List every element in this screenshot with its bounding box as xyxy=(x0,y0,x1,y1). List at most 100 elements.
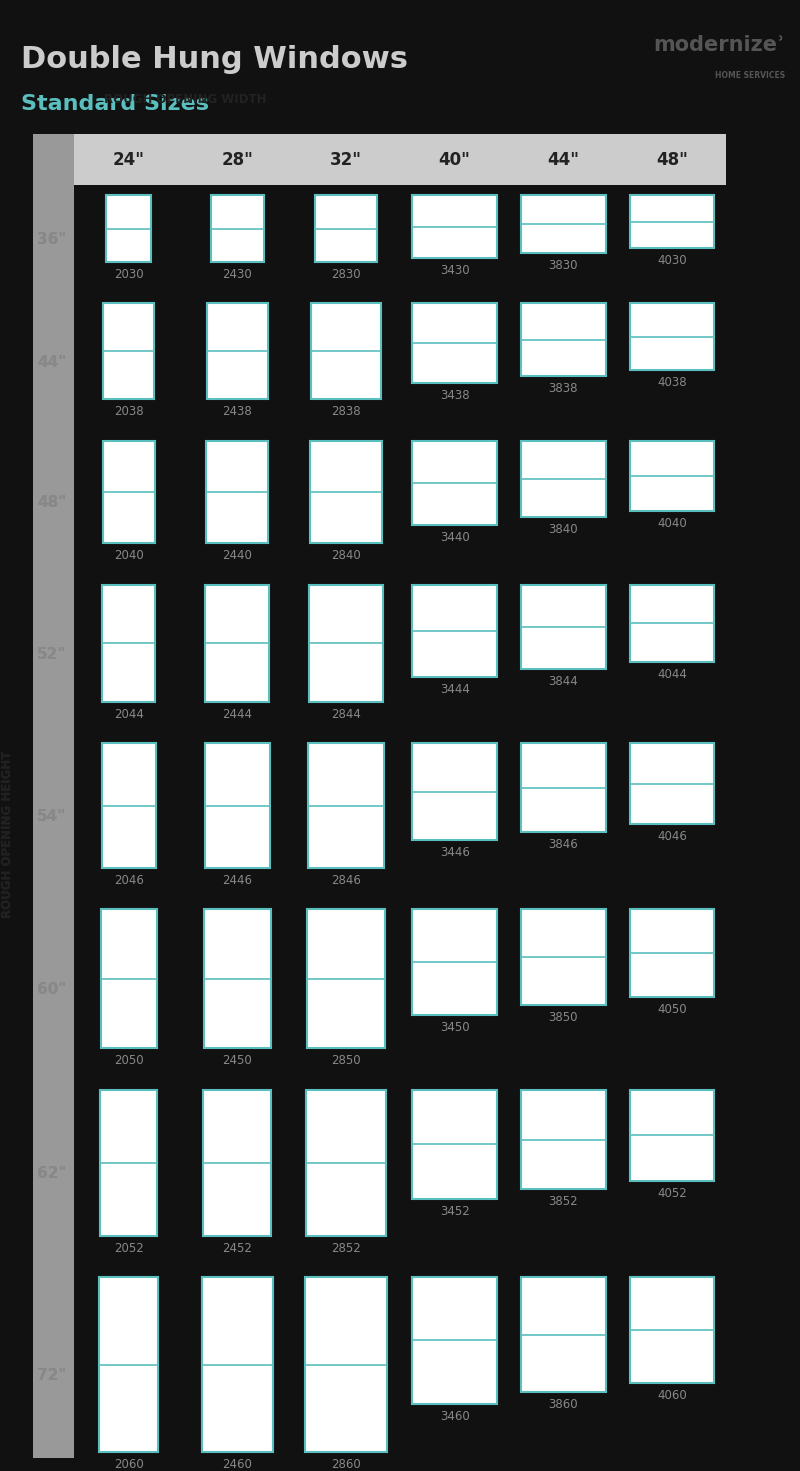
Bar xyxy=(521,1090,606,1189)
Bar xyxy=(630,440,714,510)
Bar xyxy=(307,909,385,1049)
Text: 4030: 4030 xyxy=(657,254,686,266)
Bar xyxy=(101,909,157,1049)
Text: Double Hung Windows: Double Hung Windows xyxy=(21,44,407,74)
Text: ROUGH OPENING HEIGHT: ROUGH OPENING HEIGHT xyxy=(1,750,14,918)
Text: HOME SERVICES: HOME SERVICES xyxy=(715,72,785,81)
Text: 52": 52" xyxy=(37,647,66,662)
Text: 48": 48" xyxy=(656,150,688,169)
Text: 36": 36" xyxy=(37,232,66,247)
Text: 3450: 3450 xyxy=(440,1021,470,1034)
Text: 2460: 2460 xyxy=(222,1458,252,1471)
Bar xyxy=(314,196,378,262)
Text: 48": 48" xyxy=(37,496,66,510)
Bar xyxy=(204,909,271,1049)
Bar xyxy=(101,1090,157,1236)
Bar xyxy=(305,1277,387,1452)
Text: 2450: 2450 xyxy=(222,1055,252,1066)
Bar xyxy=(412,303,497,384)
Text: 2860: 2860 xyxy=(331,1458,361,1471)
Text: modernizeʾ: modernizeʾ xyxy=(654,35,785,54)
Text: 3840: 3840 xyxy=(549,524,578,535)
Text: 62": 62" xyxy=(37,1167,66,1181)
Text: 3446: 3446 xyxy=(440,846,470,859)
FancyBboxPatch shape xyxy=(33,134,74,1471)
Text: 4052: 4052 xyxy=(657,1187,686,1200)
Bar xyxy=(521,585,606,669)
Bar xyxy=(521,303,606,377)
Text: 44": 44" xyxy=(37,355,66,369)
Bar xyxy=(412,440,497,525)
Text: 4060: 4060 xyxy=(657,1389,686,1402)
Bar xyxy=(102,743,156,868)
Bar xyxy=(630,196,714,249)
Bar xyxy=(521,909,606,1005)
Bar xyxy=(306,1090,386,1236)
Bar xyxy=(630,909,714,997)
Text: 24": 24" xyxy=(113,150,145,169)
Bar xyxy=(205,743,270,868)
Text: 2438: 2438 xyxy=(222,405,252,418)
Text: 3850: 3850 xyxy=(549,1011,578,1024)
Text: 4044: 4044 xyxy=(657,668,687,681)
Text: 62": 62" xyxy=(37,1167,66,1181)
Text: 3430: 3430 xyxy=(440,265,470,278)
Text: 3440: 3440 xyxy=(440,531,470,544)
Text: 2038: 2038 xyxy=(114,405,143,418)
Text: 2452: 2452 xyxy=(222,1242,252,1255)
Text: 2046: 2046 xyxy=(114,874,144,887)
Text: 4040: 4040 xyxy=(657,516,686,530)
Text: 36": 36" xyxy=(37,232,66,247)
Text: 4046: 4046 xyxy=(657,830,687,843)
Text: 2852: 2852 xyxy=(331,1242,361,1255)
Bar xyxy=(630,585,714,662)
Text: 2444: 2444 xyxy=(222,708,252,721)
Bar xyxy=(210,196,264,262)
Text: 2846: 2846 xyxy=(331,874,361,887)
Bar xyxy=(99,1277,158,1452)
Bar xyxy=(521,1277,606,1392)
Text: 4038: 4038 xyxy=(657,377,686,390)
Bar xyxy=(630,1090,714,1181)
Text: 54": 54" xyxy=(37,809,66,824)
Text: 2030: 2030 xyxy=(114,268,143,281)
Bar xyxy=(106,196,151,262)
Text: 2838: 2838 xyxy=(331,405,361,418)
Bar xyxy=(310,440,382,543)
Text: 3460: 3460 xyxy=(440,1409,470,1422)
Bar xyxy=(412,743,497,840)
Bar xyxy=(630,743,714,824)
Text: 60": 60" xyxy=(37,983,66,997)
Text: 72": 72" xyxy=(37,1368,66,1383)
Text: 44": 44" xyxy=(37,355,66,369)
Text: 54": 54" xyxy=(37,809,66,824)
Text: 32": 32" xyxy=(330,150,362,169)
Text: 44": 44" xyxy=(547,150,579,169)
Text: 2850: 2850 xyxy=(331,1055,361,1066)
Text: 2060: 2060 xyxy=(114,1458,143,1471)
Bar xyxy=(412,909,497,1015)
Text: 3830: 3830 xyxy=(549,259,578,272)
Bar xyxy=(412,196,497,259)
Bar xyxy=(521,196,606,253)
Bar xyxy=(309,585,383,702)
Bar xyxy=(308,743,384,868)
Bar xyxy=(203,1090,271,1236)
Text: 72": 72" xyxy=(37,1368,66,1383)
Text: 3444: 3444 xyxy=(440,684,470,696)
Text: 2830: 2830 xyxy=(331,268,361,281)
Bar xyxy=(521,743,606,831)
Text: 2844: 2844 xyxy=(331,708,361,721)
Text: 60": 60" xyxy=(37,983,66,997)
Text: ROUGH OPENING WIDTH: ROUGH OPENING WIDTH xyxy=(104,93,266,106)
Text: 2440: 2440 xyxy=(222,549,252,562)
Bar xyxy=(206,440,268,543)
Bar xyxy=(521,440,606,518)
Text: 3838: 3838 xyxy=(549,382,578,396)
Text: 2044: 2044 xyxy=(114,708,144,721)
Text: 2446: 2446 xyxy=(222,874,252,887)
Bar xyxy=(630,1277,714,1383)
Text: 2050: 2050 xyxy=(114,1055,143,1066)
Text: 2040: 2040 xyxy=(114,549,143,562)
Text: 48": 48" xyxy=(37,496,66,510)
